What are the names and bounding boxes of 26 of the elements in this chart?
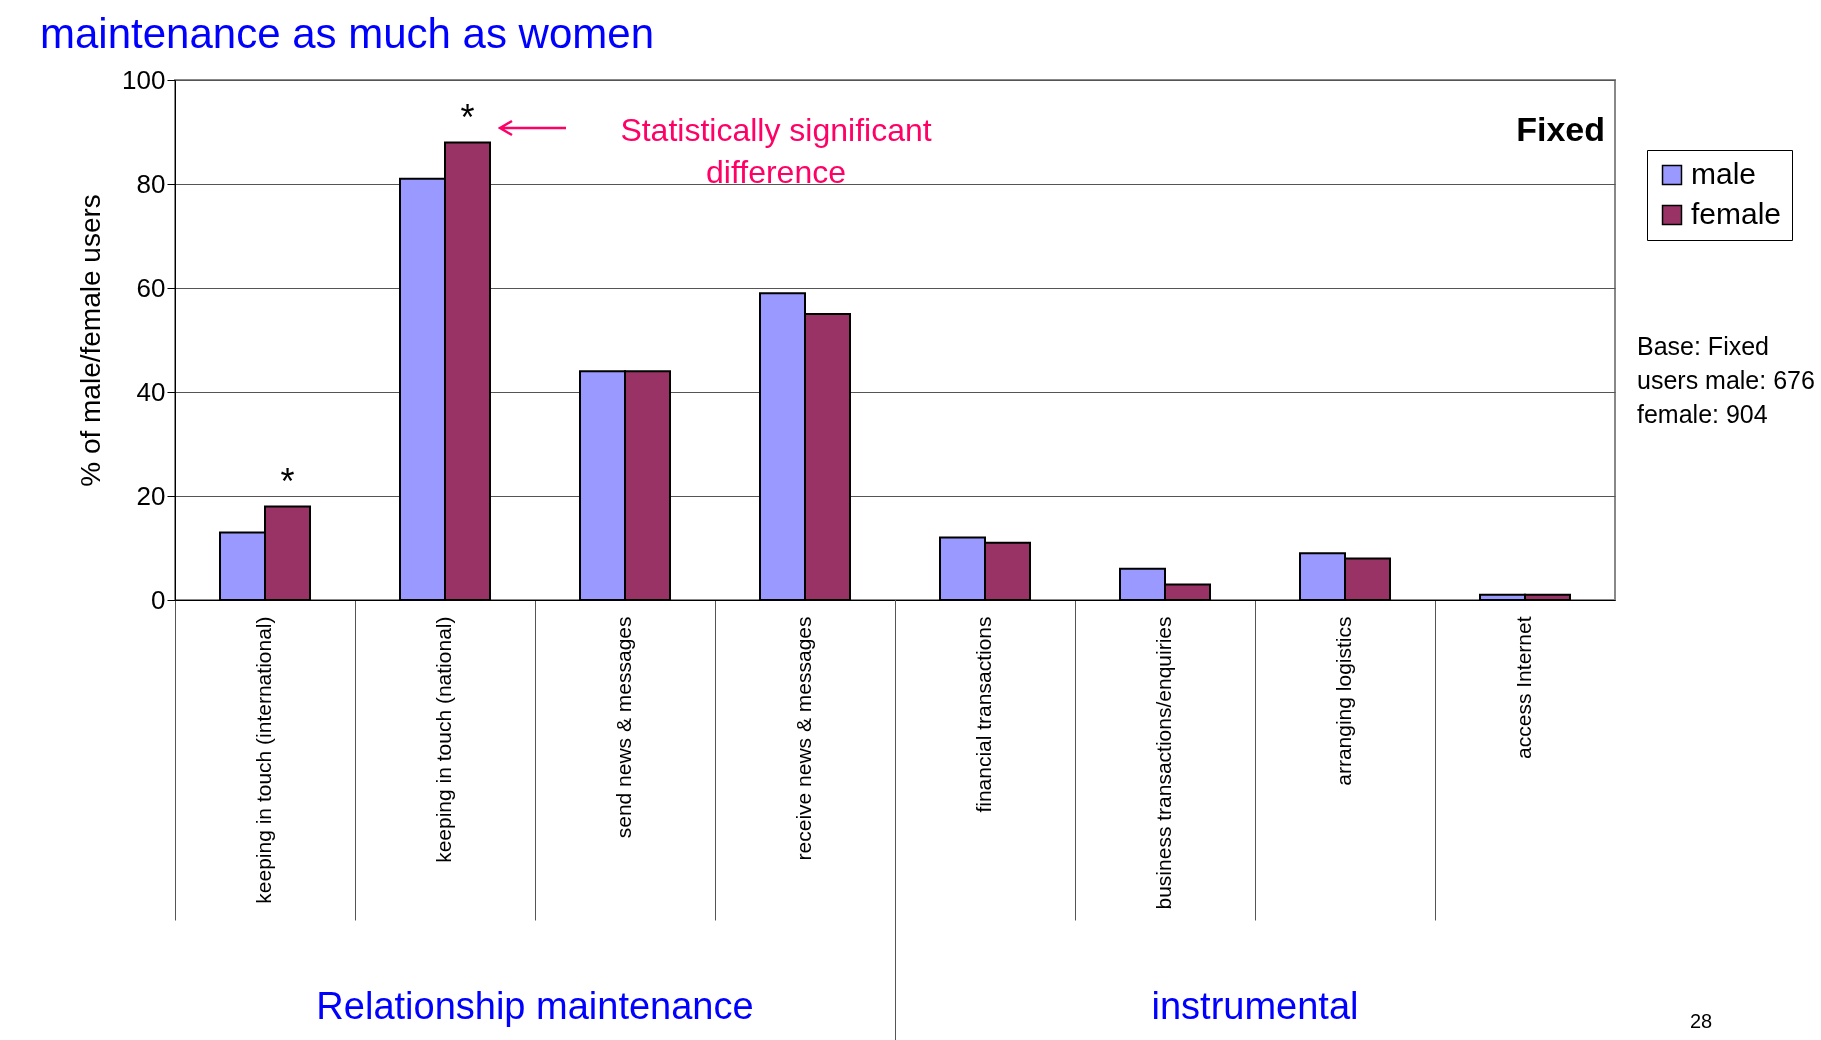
chart-title: maintenance as much as women (40, 10, 654, 58)
y-tick-label: 80 (136, 168, 166, 199)
x-tick-label: financial transactions (972, 616, 995, 813)
text: Base: Fixed users male: 676 female: 904 (1637, 331, 1816, 430)
text: instrumental (1150, 985, 1360, 1028)
text: 28 (1690, 1010, 1713, 1033)
y-tick-label: 100 (122, 64, 166, 95)
x-tick-label: business transactions/enquiries (1152, 616, 1175, 910)
y-tick-label: 60 (136, 272, 166, 303)
x-tick-label: receive news & messages (792, 616, 815, 861)
annotation: Statistically significant difference (619, 111, 933, 192)
y-tick-label: 40 (136, 376, 166, 407)
y-tick-label: 0 (151, 584, 166, 615)
x-tick-label: keeping in touch (international) (252, 616, 275, 904)
annotation: * (280, 461, 295, 503)
y-tick-label: 20 (136, 480, 166, 511)
x-tick-label: access Internet (1512, 616, 1535, 759)
legend-label: male (1691, 157, 1757, 190)
annotation: Fixed (1515, 110, 1605, 149)
x-tick-label: arranging logistics (1332, 616, 1355, 786)
legend-label: female (1691, 197, 1782, 230)
x-tick-label: keeping in touch (national) (432, 616, 455, 863)
x-tick-label: send news & messages (612, 616, 635, 839)
text: Relationship maintenance (315, 985, 755, 1028)
y-axis-title: % of male/female users (75, 194, 107, 487)
annotation: * (460, 97, 475, 139)
